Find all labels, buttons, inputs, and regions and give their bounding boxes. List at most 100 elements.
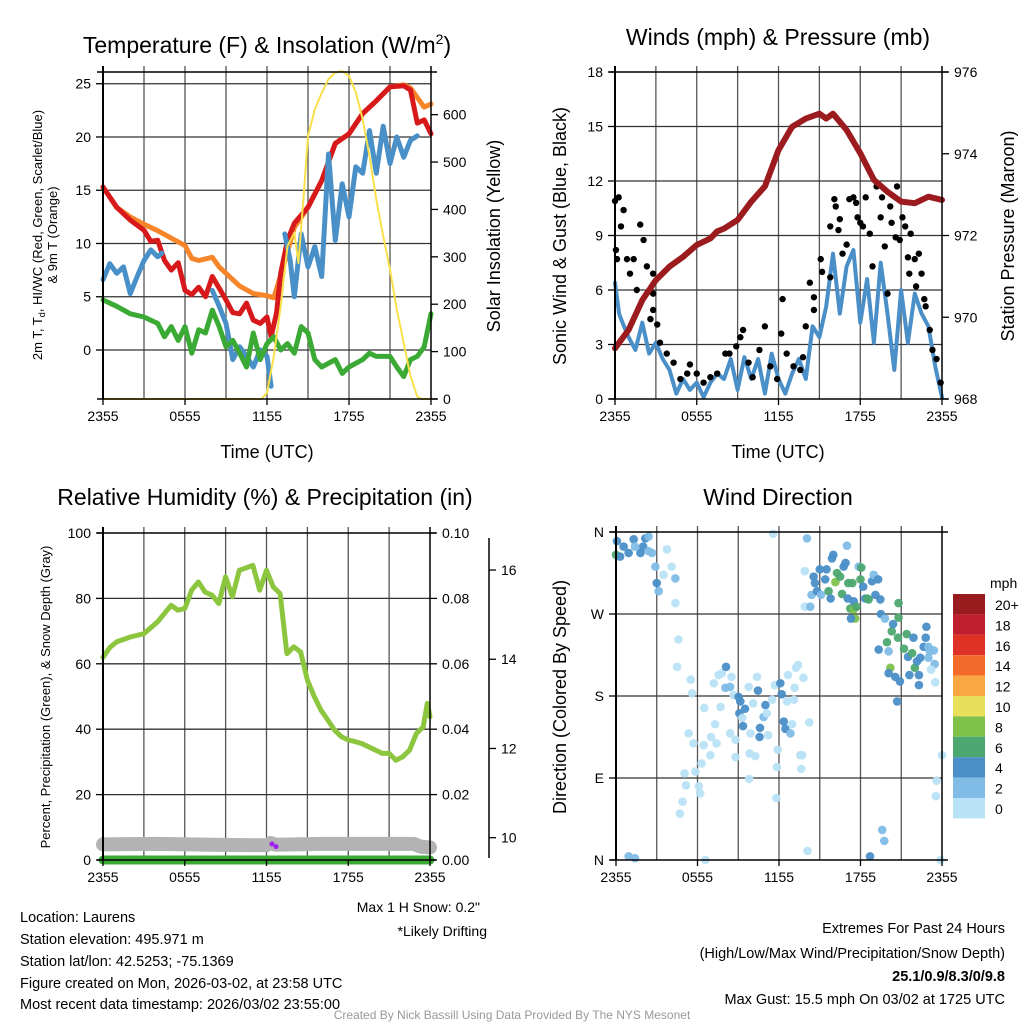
y-tick-label: 20	[75, 787, 91, 803]
legend-title: mph	[990, 575, 1017, 591]
wind-direction-point	[894, 613, 903, 622]
temperature-y-label-line2: & 9m T (Orange)	[45, 186, 60, 283]
winds-plot: 2355 0555 1155 1755 235503691215189689709729…	[587, 64, 977, 424]
gust-point	[806, 279, 814, 286]
wind-direction-point	[852, 602, 861, 612]
wind-direction-point	[695, 789, 705, 798]
snow-y-tick-label: 12	[501, 740, 517, 756]
right-y-tick-label: 600	[443, 107, 467, 123]
right-y-tick-label: 972	[954, 228, 978, 244]
gust-point	[693, 370, 700, 377]
wind-direction-point	[748, 698, 758, 708]
wind-direction-point	[751, 751, 760, 761]
gust-point	[888, 219, 895, 226]
x-tick-label: 1155	[251, 869, 281, 885]
y-tick-label: 5	[83, 289, 91, 305]
x-tick-label: 1755	[333, 408, 364, 424]
x-tick-label: 1155	[764, 869, 794, 885]
gust-point	[633, 286, 640, 294]
wind-direction-point	[767, 695, 777, 704]
x-tick-label: 2355	[87, 408, 118, 424]
legend-label: 14	[995, 658, 1011, 674]
humidity-plot: 2355 0555 1155 1755 23550204060801000.000.02…	[68, 525, 517, 885]
gust-point	[896, 236, 903, 244]
wind-direction-point	[902, 629, 911, 639]
wind-direction-point	[880, 614, 890, 623]
extremes-values: 25.1/0.9/8.3/0/9.8	[892, 969, 1005, 985]
gust-point	[615, 194, 622, 201]
x-tick-label: 2355	[414, 869, 445, 885]
legend-swatch	[953, 675, 985, 696]
wind-direction-point	[905, 670, 914, 680]
wind-direction-point	[686, 675, 696, 684]
y-tick-label: 25	[75, 76, 91, 92]
legend-swatch	[953, 614, 985, 635]
wind-direction-point	[721, 662, 731, 672]
max-gust: Max Gust: 15.5 mph On 03/02 at 1725 UTC	[725, 992, 1005, 1008]
wind-direction-point	[810, 578, 820, 588]
right-y-tick-label: 500	[443, 154, 467, 170]
gust-point	[623, 255, 631, 263]
humidity-panel-title: Relative Humidity (%) & Precipitation (i…	[57, 484, 472, 510]
gust-point	[810, 306, 818, 314]
y-tick-label: 3	[595, 337, 603, 353]
wind-direction-point	[802, 534, 812, 543]
temperature-y-label: 2m T, Td, HI/WC (Red, Green, Scarlet/Blu…	[30, 110, 47, 360]
gust-point	[937, 379, 944, 386]
wind-direction-point	[694, 781, 704, 791]
gust-point	[749, 374, 756, 381]
figure-created: Figure created on Mon, 2026-03-02, at 23…	[20, 976, 342, 992]
wind-direction-point	[644, 546, 653, 556]
direction-y-label: Direction (Colored By Speed)	[550, 580, 570, 814]
y-tick-label: 12	[587, 173, 603, 189]
wind-direction-point	[921, 633, 930, 642]
y-tick-label: 0	[595, 391, 603, 407]
gust-point	[912, 283, 920, 290]
gust-point	[677, 375, 684, 383]
wind-direction-point	[884, 668, 893, 678]
gust-point	[630, 255, 637, 263]
wind-direction-point	[820, 575, 830, 584]
wind-direction-point	[716, 702, 725, 712]
legend-label: 6	[995, 740, 1003, 756]
gust-point	[773, 375, 781, 383]
legend-swatch	[953, 696, 985, 717]
right-y-tick-label: 0.00	[442, 852, 469, 868]
x-tick-label: 0555	[169, 408, 200, 424]
wind-direction-point	[907, 648, 917, 658]
snow-depth-line	[96, 836, 437, 855]
legend-swatch	[953, 736, 985, 758]
gust-point	[643, 263, 651, 270]
right-y-tick-label: 100	[443, 344, 467, 360]
wind-direction-point	[731, 752, 740, 762]
y-tick-label: W	[591, 606, 605, 622]
wind-direction-point	[689, 739, 698, 748]
wind-direction-point	[776, 678, 785, 688]
y-tick-label: 0	[83, 342, 91, 358]
wind-direction-point	[884, 647, 893, 656]
wind-direction-point	[773, 745, 782, 755]
wind-direction-point	[782, 697, 792, 706]
wind-direction-point	[629, 534, 638, 544]
pressure-y-label: Station Pressure (Maroon)	[998, 130, 1018, 341]
legend-label: 0	[995, 801, 1003, 817]
right-y-tick-label: 970	[954, 309, 978, 325]
wind-direction-point	[709, 678, 719, 688]
wind-direction-point	[699, 703, 709, 713]
legend-swatch	[953, 757, 985, 778]
x-tick-label: 0555	[169, 869, 200, 885]
right-y-tick-label: 0.02	[442, 787, 469, 803]
y-tick-label: N	[594, 852, 604, 868]
x-tick-label: 1155	[252, 408, 282, 424]
gust-point	[839, 250, 846, 257]
wind-direction-point	[619, 542, 628, 551]
gust-point	[756, 346, 763, 354]
right-y-tick-label: 0.04	[442, 721, 469, 737]
gust-point	[637, 221, 644, 228]
y-tick-label: S	[595, 688, 604, 704]
gust-point	[649, 270, 657, 277]
wind-direction-point	[777, 689, 787, 699]
gust-point	[835, 226, 842, 234]
x-tick-label: 2355	[926, 869, 957, 885]
wind-direction-point	[755, 732, 764, 742]
